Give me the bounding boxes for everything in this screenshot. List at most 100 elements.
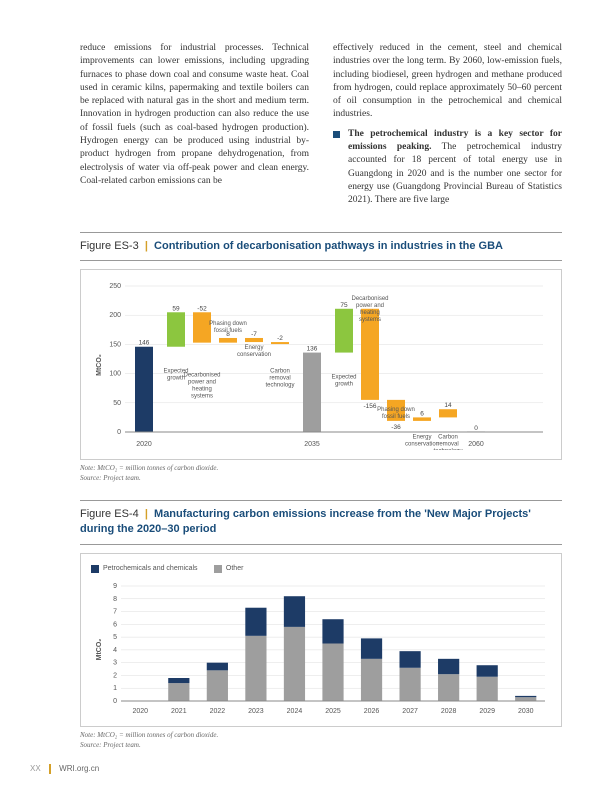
- svg-text:2027: 2027: [402, 708, 418, 715]
- svg-text:2021: 2021: [171, 708, 187, 715]
- svg-text:-156: -156: [363, 403, 376, 410]
- footer-bar-icon: [49, 764, 51, 774]
- page-footer: XX WRI.org.cn: [30, 763, 99, 774]
- svg-text:power and: power and: [356, 303, 384, 309]
- svg-text:Phasing down: Phasing down: [209, 321, 247, 327]
- svg-text:7: 7: [113, 608, 117, 615]
- svg-text:systems: systems: [359, 317, 381, 323]
- figure-es3-title: Figure ES-3 | Contribution of decarbonis…: [80, 232, 562, 261]
- svg-text:75: 75: [340, 302, 348, 309]
- fig4-note2: Source: Project team.: [80, 741, 141, 749]
- fig4-svg: 0123456789MtCO₂2020202120222023202420252…: [91, 582, 551, 717]
- svg-text:-2: -2: [277, 335, 283, 342]
- svg-text:Energy: Energy: [412, 434, 431, 440]
- svg-text:2024: 2024: [287, 708, 303, 715]
- svg-text:Decarbonised: Decarbonised: [183, 373, 220, 379]
- svg-text:2022: 2022: [210, 708, 226, 715]
- svg-text:100: 100: [109, 371, 121, 378]
- svg-text:0: 0: [117, 429, 121, 436]
- svg-text:2026: 2026: [364, 708, 380, 715]
- svg-text:250: 250: [109, 283, 121, 290]
- svg-text:Energy: Energy: [244, 345, 263, 351]
- fig4-note1: Note: MtCO₂ = million tonnes of carbon d…: [80, 731, 218, 739]
- svg-text:136: 136: [307, 346, 318, 353]
- footer-site: WRI.org.cn: [59, 764, 99, 773]
- fig3-sep: |: [145, 240, 148, 252]
- svg-text:0: 0: [113, 698, 117, 705]
- svg-text:5: 5: [113, 634, 117, 641]
- svg-text:146: 146: [139, 340, 150, 347]
- fig4-prefix: Figure ES-4: [80, 508, 139, 520]
- svg-text:2023: 2023: [248, 708, 264, 715]
- fig3-prefix: Figure ES-3: [80, 240, 139, 252]
- svg-text:2029: 2029: [479, 708, 495, 715]
- svg-text:Decarbonised: Decarbonised: [351, 296, 388, 302]
- svg-text:Expected: Expected: [331, 375, 356, 381]
- legend-other-label: Other: [226, 564, 244, 574]
- body-left: reduce emissions for industrial processe…: [80, 42, 309, 208]
- svg-text:power and: power and: [188, 380, 216, 386]
- svg-text:fossil fuels: fossil fuels: [382, 414, 410, 420]
- legend-petro-label: Petrochemicals and chemicals: [103, 564, 198, 574]
- bullet-text: The petrochemical industry is a key sect…: [348, 128, 562, 208]
- svg-text:removal: removal: [269, 375, 290, 381]
- svg-text:6: 6: [113, 621, 117, 628]
- fig4-name: Manufacturing carbon emissions increase …: [80, 508, 531, 535]
- bullet-item: The petrochemical industry is a key sect…: [333, 128, 562, 208]
- svg-text:heating: heating: [192, 387, 212, 393]
- body-right-p1: effectively reduced in the cement, steel…: [333, 42, 562, 122]
- svg-text:removal: removal: [437, 442, 458, 448]
- svg-text:3: 3: [113, 659, 117, 666]
- svg-text:MtCO₂: MtCO₂: [96, 354, 103, 376]
- svg-text:systems: systems: [191, 394, 213, 400]
- svg-text:59: 59: [172, 305, 180, 312]
- legend-sw-other: [214, 565, 222, 573]
- svg-text:1: 1: [113, 685, 117, 692]
- svg-text:50: 50: [113, 400, 121, 407]
- legend-other: Other: [214, 564, 244, 574]
- fig3-note2: Source: Project team.: [80, 474, 141, 482]
- svg-text:-7: -7: [251, 331, 257, 338]
- svg-text:-36: -36: [391, 424, 401, 431]
- fig3-note: Note: MtCO₂ = million tonnes of carbon d…: [80, 464, 562, 484]
- svg-text:-52: -52: [197, 305, 207, 312]
- svg-text:2025: 2025: [325, 708, 341, 715]
- svg-text:0: 0: [474, 425, 478, 432]
- svg-text:Phasing down: Phasing down: [377, 407, 415, 413]
- svg-text:8: 8: [113, 596, 117, 603]
- svg-text:growth: growth: [167, 376, 185, 382]
- svg-text:Carbon: Carbon: [438, 435, 458, 441]
- legend-sw-petro: [91, 565, 99, 573]
- svg-text:conservation: conservation: [237, 352, 271, 358]
- svg-text:MtCO₂: MtCO₂: [96, 638, 103, 660]
- figure-es4-title: Figure ES-4 | Manufacturing carbon emiss…: [80, 500, 562, 545]
- bullet-square-icon: [333, 131, 340, 138]
- svg-text:technology: technology: [265, 382, 294, 388]
- legend-petro: Petrochemicals and chemicals: [91, 564, 198, 574]
- figure-es4-chart: Petrochemicals and chemicals Other 01234…: [80, 553, 562, 727]
- fig3-note1: Note: MtCO₂ = million tonnes of carbon d…: [80, 464, 218, 472]
- svg-text:fossil fuels: fossil fuels: [214, 328, 242, 334]
- svg-text:2060: 2060: [468, 441, 484, 448]
- svg-text:2030: 2030: [518, 708, 534, 715]
- fig4-note: Note: MtCO₂ = million tonnes of carbon d…: [80, 731, 562, 751]
- svg-text:heating: heating: [360, 310, 380, 316]
- svg-text:conservation: conservation: [405, 441, 439, 447]
- fig4-legend: Petrochemicals and chemicals Other: [91, 564, 551, 578]
- svg-text:Carbon: Carbon: [270, 368, 290, 374]
- svg-text:2: 2: [113, 672, 117, 679]
- svg-text:growth: growth: [335, 382, 353, 388]
- fig4-sep: |: [145, 508, 148, 520]
- fig3-svg: 050100150200250MtCO₂14659-528-7-213675-1…: [91, 280, 551, 450]
- svg-text:9: 9: [113, 583, 117, 590]
- svg-text:14: 14: [444, 402, 452, 409]
- svg-text:technology: technology: [433, 449, 462, 450]
- fig3-name: Contribution of decarbonisation pathways…: [154, 240, 503, 252]
- svg-text:200: 200: [109, 312, 121, 319]
- svg-text:2020: 2020: [132, 708, 148, 715]
- svg-text:2035: 2035: [304, 441, 320, 448]
- svg-text:2028: 2028: [441, 708, 457, 715]
- svg-text:2020: 2020: [136, 441, 152, 448]
- svg-text:6: 6: [420, 410, 424, 417]
- page-number: XX: [30, 764, 41, 773]
